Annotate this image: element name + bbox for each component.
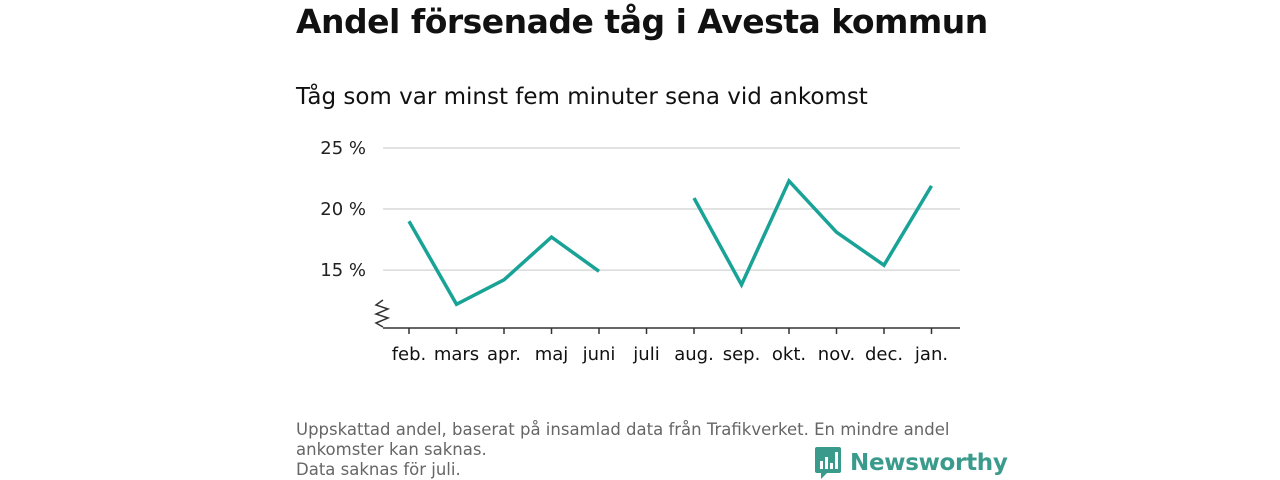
chart-title: Andel försenade tåg i Avesta kommun — [296, 2, 988, 41]
x-axis: feb. mars apr. maj juni juli aug. sep. okt. nov. d… — [373, 299, 960, 365]
x-tick-label: aug. — [674, 344, 714, 365]
x-tick-label: sep. — [723, 344, 761, 365]
series-line-segment — [692, 177, 934, 289]
line-chart: 15 % 20 % 25 % feb. mars apr. maj juni juli aug.… — [320, 138, 960, 365]
footnote: Uppskattad andel, baserat på insamlad da… — [296, 420, 996, 480]
y-axis: 15 % 20 % 25 % — [320, 138, 366, 281]
y-tick-label: 20 % — [320, 199, 366, 220]
footnote-line-1: Uppskattad andel, baserat på insamlad da… — [296, 420, 950, 439]
x-tick-label: dec. — [865, 344, 903, 365]
x-tick-label: nov. — [818, 344, 855, 365]
x-tick-label: feb. — [392, 344, 427, 365]
x-tick-label: okt. — [772, 344, 806, 365]
x-tick-label: juli — [632, 344, 659, 365]
x-tick-label: jan. — [914, 344, 948, 365]
bar-chart-speech-icon — [815, 447, 841, 479]
y-tick-label: 25 % — [320, 138, 366, 159]
x-tick-label: maj — [535, 344, 569, 365]
brand-logo: Newsworthy — [814, 446, 1008, 480]
chart-subtitle: Tåg som var minst fem minuter sena vid a… — [296, 84, 868, 110]
data-lines — [407, 177, 934, 307]
axis-break-mark — [373, 299, 391, 328]
x-tick-label: apr. — [487, 344, 521, 365]
x-tick-label: mars — [434, 344, 479, 365]
footnote-line-2: ankomster kan saknas. — [296, 440, 487, 459]
x-tick-label: juni — [582, 344, 616, 365]
footnote-line-3: Data saknas för juli. — [296, 460, 461, 479]
series-line-segment — [407, 220, 601, 307]
y-tick-label: 15 % — [320, 260, 366, 281]
brand-name: Newsworthy — [850, 450, 1008, 476]
gridlines — [383, 147, 960, 271]
